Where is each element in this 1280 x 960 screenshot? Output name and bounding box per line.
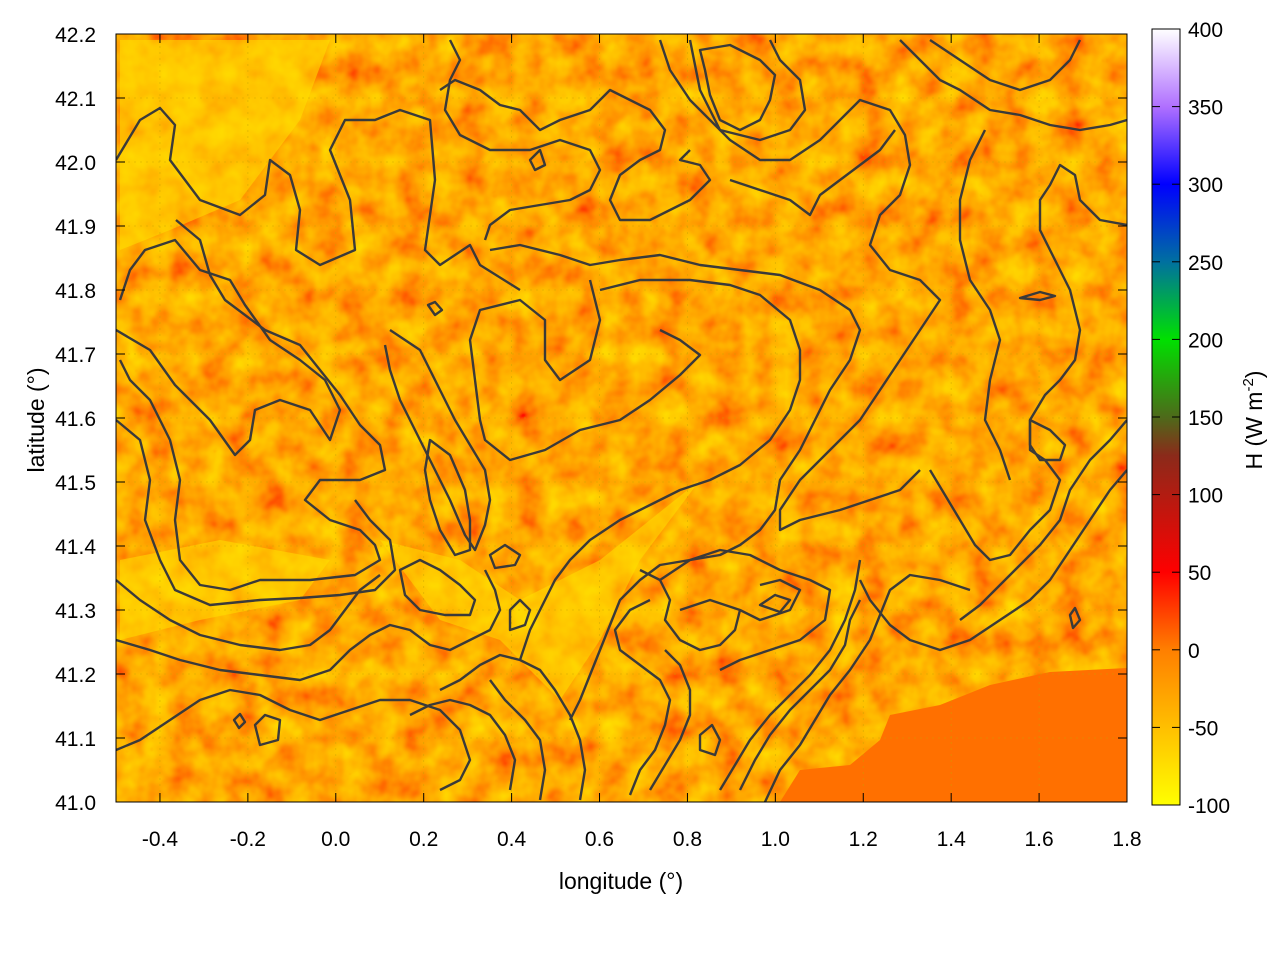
colorbar-label: H (W m-2) (1240, 371, 1267, 470)
contour-line (659, 548, 832, 672)
y-tick-label: 41.9 (55, 216, 96, 239)
contour-line (489, 243, 862, 721)
colorbar-tick-label: 200 (1188, 329, 1223, 352)
contour-line (116, 569, 502, 682)
contour-line (738, 599, 862, 791)
colorbar-label-exponent: -2 (1240, 378, 1257, 391)
colorbar-tick-label: -100 (1188, 795, 1230, 818)
contour-line (253, 713, 282, 747)
y-tick-label: 41.0 (55, 792, 96, 815)
contour-line (698, 43, 777, 132)
colorbar-tick-label: 350 (1188, 97, 1223, 120)
x-tick-label: 1.6 (1024, 828, 1053, 851)
contour-line (116, 419, 397, 607)
x-tick-label: 0.4 (497, 828, 527, 851)
contour-line (116, 238, 342, 457)
contour-line (116, 574, 381, 652)
y-tick-label: 41.8 (55, 280, 96, 303)
colorbar-label-end: ) (1241, 371, 1267, 379)
x-tick-label: 0.2 (409, 828, 438, 851)
y-tick-label: 41.1 (55, 728, 96, 751)
contour-line (658, 39, 942, 532)
colorbar-tick-label: 400 (1188, 19, 1223, 42)
contour-line (116, 688, 472, 792)
contour-line (398, 558, 477, 617)
contour-line (648, 649, 692, 791)
x-tick-label: 1.8 (1112, 828, 1141, 851)
x-tick-label: 1.4 (937, 828, 967, 851)
contour-line (383, 329, 492, 552)
contour-line (729, 129, 896, 217)
x-tick-label: 1.0 (761, 828, 790, 851)
y-tick-label: 41.5 (55, 472, 96, 495)
x-tick-label: 0.0 (321, 828, 350, 851)
contour-line (443, 39, 602, 241)
colorbar-tick-label: 50 (1188, 562, 1211, 585)
x-tick-label: 1.2 (849, 828, 878, 851)
colorbar-tick-label: 0 (1188, 640, 1200, 663)
sea-region (780, 668, 1127, 802)
contour-lines (116, 39, 1127, 802)
contour-line (528, 148, 547, 172)
y-tick-label: 42.1 (55, 88, 96, 111)
yellow-valley-region (120, 40, 700, 700)
contour-line (679, 578, 802, 622)
x-tick-label: 0.8 (673, 828, 702, 851)
contour-line (409, 698, 517, 791)
contour-line (688, 39, 807, 142)
contour-line (468, 279, 702, 462)
y-axis-label: latitude (°) (23, 367, 49, 472)
y-tick-label: 41.2 (55, 664, 96, 687)
contour-line (639, 568, 742, 652)
contour-line (758, 593, 792, 614)
x-axis: -0.4 -0.2 0.0 0.2 0.4 0.6 0.8 1.0 1.2 1.4 1.6 1.8 (142, 34, 1142, 851)
contour-line (1068, 606, 1082, 630)
contour-line (958, 129, 1012, 481)
y-tick-label: 41.7 (55, 344, 96, 367)
contour-line (118, 219, 387, 592)
contour-line (488, 543, 522, 570)
plot-area (116, 34, 1127, 802)
contour-line (439, 78, 712, 222)
contour-line (1018, 290, 1057, 302)
contour-line (928, 163, 1127, 562)
contour-line (116, 106, 521, 292)
contour-line (899, 39, 1127, 132)
y-tick-label: 41.3 (55, 600, 96, 623)
colorbar-tick-label: 150 (1188, 407, 1223, 430)
y-tick-label: 42.0 (55, 152, 96, 175)
contour-line (763, 573, 971, 802)
colorbar-tick-label: 300 (1188, 174, 1223, 197)
contour-line (1028, 418, 1067, 462)
contour-line (613, 598, 672, 796)
x-tick-label: -0.4 (142, 828, 179, 851)
contour-line (439, 653, 587, 801)
y-tick-label: 41.6 (55, 408, 96, 431)
contour-line (489, 679, 547, 801)
colorbar-label-main: H (W m (1241, 392, 1267, 470)
contour-line (929, 39, 1082, 92)
x-axis-label: longitude (°) (559, 868, 683, 894)
colorbar-tick-label: -50 (1188, 717, 1218, 740)
contour-line (858, 469, 1127, 652)
contour-line (423, 438, 472, 557)
y-axis: 41.0 41.1 41.2 41.3 41.4 41.5 41.6 41.7 41.8 41.9… (55, 24, 1127, 815)
y-tick-label: 41.4 (55, 536, 96, 559)
x-tick-label: 0.6 (585, 828, 614, 851)
colorbar-axis: -100 -50 0 50 100 150 200 250 300 350 400 (1152, 19, 1230, 818)
colorbar-tick-label: 100 (1188, 485, 1223, 508)
contour-line (518, 278, 802, 661)
contour-line (232, 712, 247, 730)
contour-line (959, 419, 1127, 621)
contour-line (698, 723, 722, 757)
x-tick-label: -0.2 (230, 828, 266, 851)
contour-line (718, 559, 862, 791)
contour-line (508, 598, 532, 632)
colorbar-tick-label: 250 (1188, 252, 1223, 275)
contour-line (426, 300, 444, 317)
y-tick-label: 42.2 (55, 24, 96, 47)
